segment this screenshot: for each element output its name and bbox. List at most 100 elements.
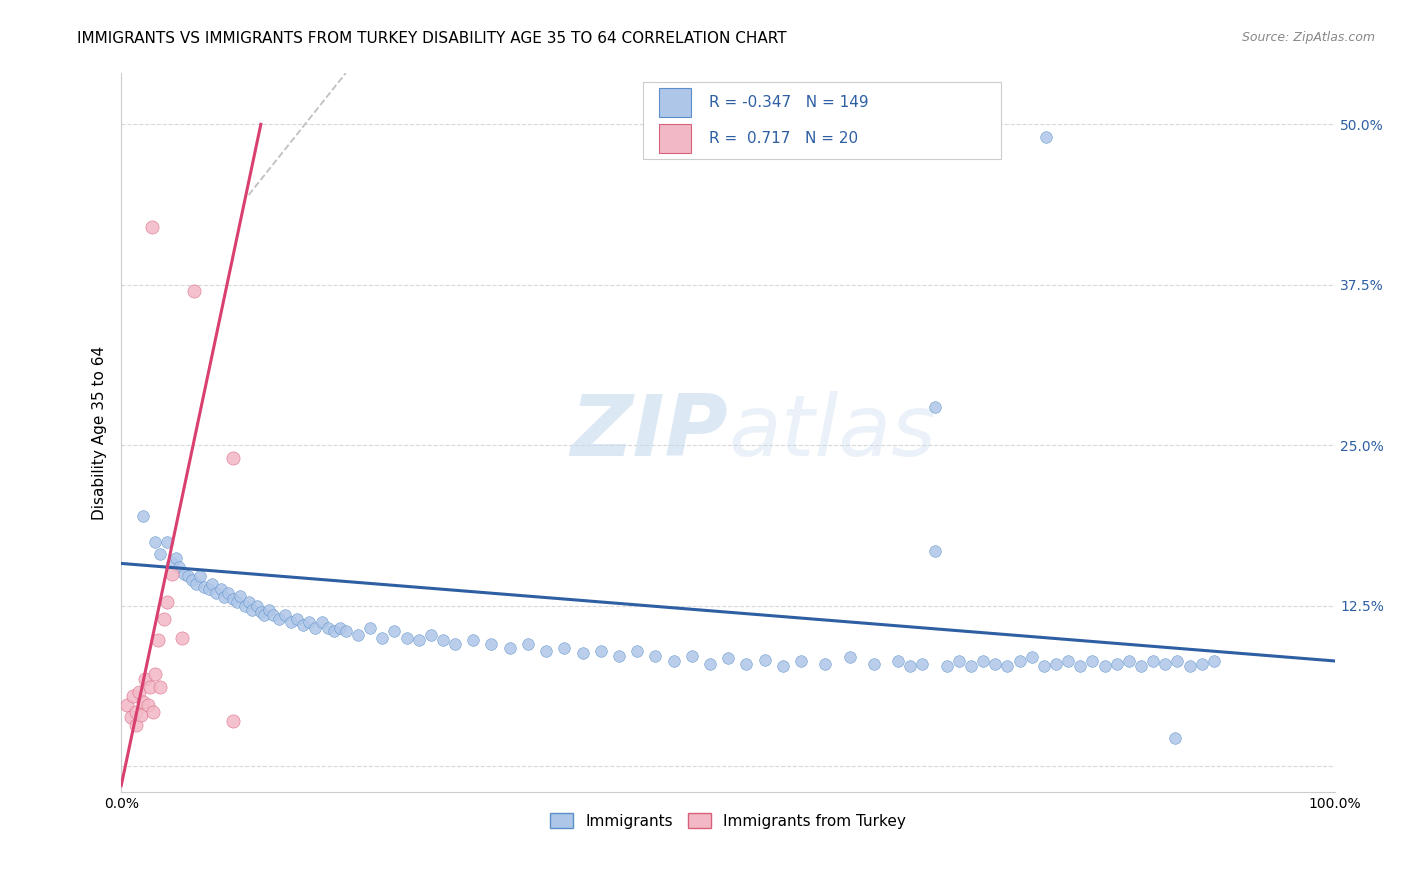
Point bbox=[516, 637, 538, 651]
Point bbox=[129, 707, 152, 722]
Point bbox=[1045, 657, 1067, 671]
Point bbox=[1202, 654, 1225, 668]
Text: ZIP: ZIP bbox=[571, 391, 728, 474]
Point bbox=[347, 628, 370, 642]
Point bbox=[165, 551, 187, 566]
Point bbox=[1154, 657, 1177, 671]
Text: atlas: atlas bbox=[728, 391, 936, 474]
Point bbox=[188, 569, 211, 583]
Point bbox=[1191, 657, 1213, 671]
Point bbox=[143, 666, 166, 681]
Point bbox=[253, 607, 276, 622]
Point bbox=[298, 615, 321, 630]
Point bbox=[120, 710, 142, 724]
Point bbox=[238, 595, 260, 609]
Point bbox=[329, 621, 352, 635]
Point bbox=[274, 607, 297, 622]
Point bbox=[911, 657, 934, 671]
Point bbox=[304, 621, 326, 635]
Point bbox=[589, 644, 612, 658]
Point bbox=[259, 602, 281, 616]
Point bbox=[717, 651, 740, 665]
Point bbox=[152, 612, 174, 626]
Point bbox=[972, 654, 994, 668]
Point bbox=[146, 633, 169, 648]
Point bbox=[644, 648, 666, 663]
Point bbox=[117, 698, 139, 712]
Point bbox=[134, 672, 156, 686]
Point bbox=[1032, 659, 1054, 673]
Point bbox=[132, 695, 155, 709]
Point bbox=[935, 659, 957, 673]
Point bbox=[463, 633, 485, 648]
Point bbox=[1105, 657, 1128, 671]
Point bbox=[209, 582, 232, 596]
Point bbox=[553, 641, 575, 656]
Point bbox=[408, 633, 430, 648]
Point bbox=[984, 657, 1007, 671]
Point bbox=[169, 560, 191, 574]
Text: R =  0.717   N = 20: R = 0.717 N = 20 bbox=[709, 131, 858, 145]
Point bbox=[180, 573, 202, 587]
Point bbox=[662, 654, 685, 668]
Point bbox=[1118, 654, 1140, 668]
Point bbox=[754, 653, 776, 667]
Point bbox=[233, 599, 256, 613]
Point bbox=[149, 680, 172, 694]
Point bbox=[132, 508, 155, 523]
Point bbox=[217, 586, 239, 600]
Point bbox=[814, 657, 837, 671]
Point bbox=[948, 654, 970, 668]
Point bbox=[222, 714, 245, 729]
Point bbox=[1069, 659, 1091, 673]
Point bbox=[960, 659, 983, 673]
Point bbox=[444, 637, 467, 651]
Point bbox=[222, 451, 245, 466]
Point bbox=[699, 657, 721, 671]
Point bbox=[924, 400, 946, 414]
Point bbox=[128, 685, 150, 699]
Point bbox=[887, 654, 910, 668]
Point bbox=[432, 633, 454, 648]
Point bbox=[838, 650, 860, 665]
Point bbox=[141, 220, 163, 235]
Point bbox=[772, 659, 794, 673]
Point bbox=[246, 599, 269, 613]
Point bbox=[125, 718, 148, 732]
Point bbox=[240, 602, 263, 616]
Point bbox=[626, 644, 648, 658]
Point bbox=[395, 631, 418, 645]
Point bbox=[170, 631, 193, 645]
Y-axis label: Disability Age 35 to 64: Disability Age 35 to 64 bbox=[93, 345, 107, 519]
Point bbox=[201, 577, 224, 591]
Point bbox=[1021, 650, 1043, 665]
Point bbox=[125, 706, 148, 720]
Point bbox=[177, 569, 200, 583]
Point bbox=[173, 566, 195, 581]
Point bbox=[924, 543, 946, 558]
Point bbox=[225, 595, 247, 609]
Point bbox=[735, 657, 758, 671]
Point bbox=[1094, 659, 1116, 673]
Point bbox=[222, 592, 245, 607]
Point bbox=[183, 285, 205, 299]
Point bbox=[205, 586, 228, 600]
Point bbox=[790, 654, 813, 668]
Point bbox=[156, 595, 179, 609]
Point bbox=[1142, 654, 1164, 668]
Point bbox=[371, 631, 394, 645]
Point bbox=[898, 659, 921, 673]
Point bbox=[607, 648, 630, 663]
Legend: Immigrants, Immigrants from Turkey: Immigrants, Immigrants from Turkey bbox=[544, 806, 912, 835]
Text: IMMIGRANTS VS IMMIGRANTS FROM TURKEY DISABILITY AGE 35 TO 64 CORRELATION CHART: IMMIGRANTS VS IMMIGRANTS FROM TURKEY DIS… bbox=[77, 31, 787, 46]
Text: R = -0.347   N = 149: R = -0.347 N = 149 bbox=[709, 95, 869, 110]
Point bbox=[335, 624, 357, 639]
Point bbox=[143, 534, 166, 549]
FancyBboxPatch shape bbox=[659, 124, 690, 153]
Point bbox=[322, 624, 344, 639]
Point bbox=[499, 641, 522, 656]
Point bbox=[311, 615, 333, 630]
Point bbox=[534, 644, 557, 658]
Point bbox=[285, 612, 308, 626]
Point bbox=[1166, 654, 1188, 668]
